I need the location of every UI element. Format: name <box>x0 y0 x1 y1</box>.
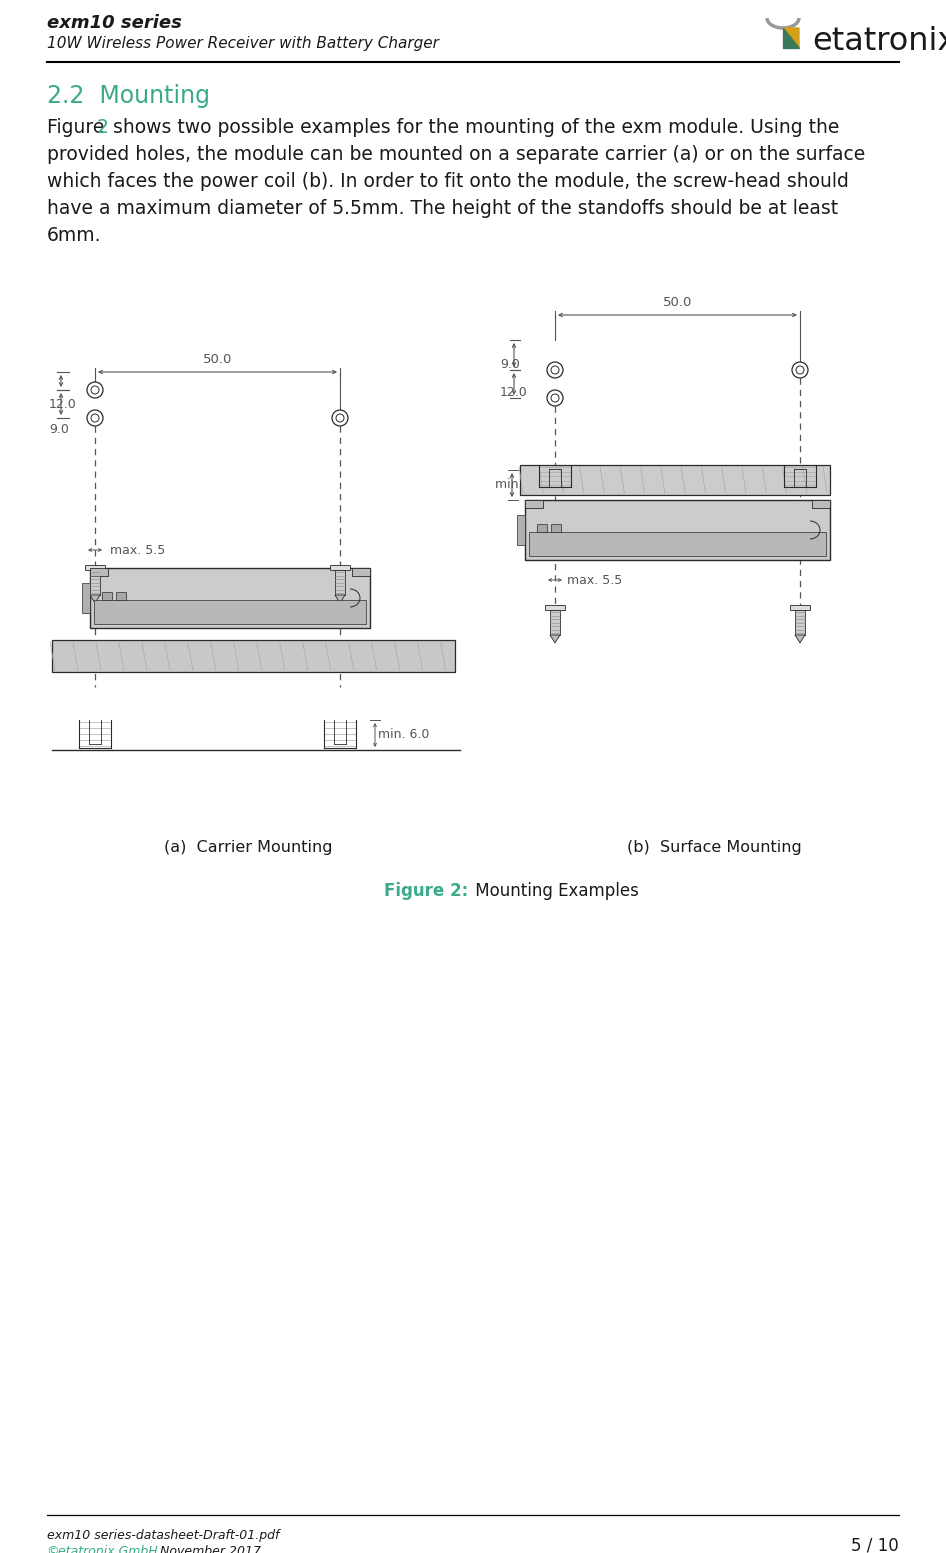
Text: exm10 series: exm10 series <box>47 14 182 33</box>
Bar <box>330 565 350 570</box>
Text: 9.0: 9.0 <box>49 422 69 436</box>
Bar <box>529 533 826 556</box>
Bar <box>545 606 565 610</box>
Polygon shape <box>335 595 345 603</box>
Text: max. 5.5: max. 5.5 <box>567 573 622 587</box>
Circle shape <box>551 394 559 402</box>
Bar <box>90 570 100 595</box>
Circle shape <box>336 415 344 422</box>
Text: exm10 series-datasheet-Draft-01.pdf: exm10 series-datasheet-Draft-01.pdf <box>47 1530 279 1542</box>
Text: 6mm.: 6mm. <box>47 227 101 245</box>
Bar <box>352 568 370 576</box>
Circle shape <box>91 415 99 422</box>
Bar <box>85 565 105 570</box>
Bar <box>517 516 525 545</box>
Text: 12.0: 12.0 <box>49 398 77 412</box>
Text: shows two possible examples for the mounting of the exm module. Using the: shows two possible examples for the moun… <box>107 118 839 137</box>
Text: 5 / 10: 5 / 10 <box>851 1537 899 1553</box>
Text: 2.2  Mounting: 2.2 Mounting <box>47 84 210 109</box>
Circle shape <box>87 410 103 426</box>
Bar <box>525 500 830 561</box>
Bar <box>116 592 126 599</box>
Text: Figure: Figure <box>47 118 111 137</box>
Polygon shape <box>783 28 799 48</box>
Text: (b)  Surface Mounting: (b) Surface Mounting <box>627 840 802 856</box>
Bar <box>537 523 547 533</box>
Text: Mounting Examples: Mounting Examples <box>470 882 639 901</box>
Text: 10W Wireless Power Receiver with Battery Charger: 10W Wireless Power Receiver with Battery… <box>47 36 439 51</box>
Circle shape <box>91 387 99 394</box>
Circle shape <box>796 367 804 374</box>
Bar <box>551 523 561 533</box>
Bar <box>790 606 810 610</box>
Circle shape <box>551 367 559 374</box>
Circle shape <box>332 410 348 426</box>
Bar <box>52 640 454 672</box>
Text: max. 5.5: max. 5.5 <box>110 544 166 556</box>
Text: have a maximum diameter of 5.5mm. The height of the standoffs should be at least: have a maximum diameter of 5.5mm. The he… <box>47 199 838 217</box>
Bar <box>812 500 830 508</box>
Text: provided holes, the module can be mounted on a separate carrier (a) or on the su: provided holes, the module can be mounte… <box>47 144 866 165</box>
Bar <box>82 582 90 613</box>
Bar <box>335 570 345 595</box>
Circle shape <box>792 362 808 377</box>
Polygon shape <box>90 595 100 603</box>
Bar <box>90 568 370 627</box>
Bar <box>102 592 112 599</box>
Text: min. 6.0: min. 6.0 <box>378 728 429 741</box>
Text: , November 2017: , November 2017 <box>152 1545 261 1553</box>
Bar <box>90 568 108 576</box>
Text: Figure 2:: Figure 2: <box>384 882 468 901</box>
Bar <box>94 599 366 624</box>
Text: etatronix: etatronix <box>812 26 946 57</box>
Circle shape <box>547 390 563 405</box>
Bar <box>795 610 805 635</box>
Text: (a)  Carrier Mounting: (a) Carrier Mounting <box>164 840 332 856</box>
Polygon shape <box>795 635 805 643</box>
Text: 2: 2 <box>97 118 109 137</box>
Text: etatronix GmbH: etatronix GmbH <box>58 1545 158 1553</box>
Bar <box>520 464 830 495</box>
Text: 12.0: 12.0 <box>500 387 528 399</box>
Polygon shape <box>550 635 560 643</box>
Text: 50.0: 50.0 <box>202 353 232 367</box>
Text: 9.0: 9.0 <box>500 359 520 371</box>
Text: which faces the power coil (b). In order to fit onto the module, the screw-head : which faces the power coil (b). In order… <box>47 172 849 191</box>
Text: 50.0: 50.0 <box>663 297 692 309</box>
Text: min. 6.0: min. 6.0 <box>495 478 547 491</box>
Circle shape <box>87 382 103 398</box>
Polygon shape <box>783 28 799 48</box>
Bar <box>550 610 560 635</box>
Text: ©: © <box>47 1545 63 1553</box>
Circle shape <box>547 362 563 377</box>
Bar <box>525 500 543 508</box>
